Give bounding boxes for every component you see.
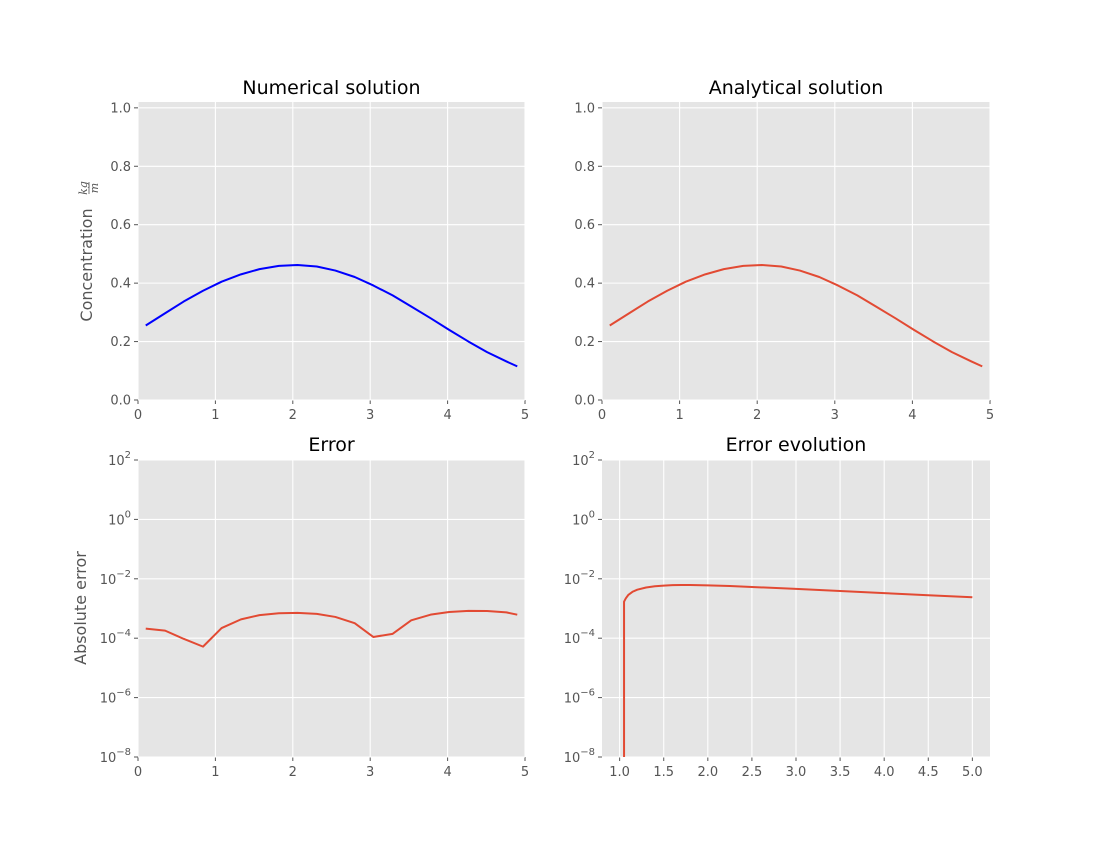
y-tick-label-base: 10 — [572, 454, 589, 469]
x-tick-label: 3 — [366, 408, 374, 423]
y-tick-label: 0.6 — [574, 218, 595, 233]
y-tick-label-base: 10 — [572, 513, 589, 528]
series-line — [623, 583, 973, 757]
y-tick-label: 102 — [108, 450, 131, 469]
y-tick-label-exponent: −4 — [580, 628, 595, 639]
y-tick-label-exponent: −8 — [116, 747, 131, 758]
series-line — [145, 264, 518, 368]
y-tick-label-exponent: −8 — [580, 747, 595, 758]
y-tick-label-base: 10 — [564, 751, 581, 766]
y-tick-label: 0.2 — [574, 335, 595, 350]
y-tick-label-base: 10 — [108, 513, 125, 528]
plot-area — [138, 460, 525, 757]
y-tick-label: 1.0 — [574, 101, 595, 116]
y-tick-label: 10−2 — [564, 569, 595, 588]
x-tick-label: 5 — [521, 408, 529, 423]
x-tick-label: 1.5 — [653, 765, 674, 780]
x-tick-label: 2 — [289, 408, 297, 423]
x-tick-label: 1 — [675, 408, 683, 423]
x-tick-label: 0 — [134, 408, 142, 423]
y-tick-label: 100 — [108, 509, 131, 528]
x-tick-label: 5.0 — [962, 765, 983, 780]
y-tick-label-exponent: −4 — [116, 628, 131, 639]
y-axis-unit-numerator: kg — [77, 181, 90, 195]
y-tick-label: 10−2 — [100, 569, 131, 588]
x-tick-label: 0 — [598, 408, 606, 423]
panel-numerical-solution: Numerical solution Concentration kg m 0 1… — [77, 77, 529, 423]
y-tick-label: 0.2 — [110, 335, 131, 350]
y-tick-label: 0.6 — [110, 218, 131, 233]
y-tick-label: 10−4 — [100, 628, 131, 647]
x-tick-label: 1.0 — [609, 765, 630, 780]
x-tick-label: 1 — [211, 765, 219, 780]
x-tick-label: 4 — [908, 408, 916, 423]
y-tick-label-exponent: −2 — [580, 569, 595, 580]
y-tick-label: 0.0 — [574, 394, 595, 409]
y-axis-unit: kg m — [77, 181, 101, 195]
y-tick-label: 10−4 — [564, 628, 595, 647]
x-tick-label: 3.0 — [786, 765, 807, 780]
panel-error-evolution: Error evolution 1.0 1.5 2.0 2.5 3.0 3.5 4.0 4.5… — [564, 434, 990, 780]
y-axis-label: Concentration — [77, 208, 96, 321]
panel-title: Numerical solution — [242, 77, 420, 99]
y-tick-label: 100 — [572, 509, 595, 528]
y-tick-label-base: 10 — [100, 751, 117, 766]
y-tick-label: 10−8 — [100, 747, 131, 766]
x-tick-label: 0 — [134, 765, 142, 780]
y-tick-label-exponent: 2 — [589, 450, 595, 461]
y-tick-label-exponent: 0 — [589, 509, 595, 520]
x-tick-label: 4.5 — [918, 765, 939, 780]
x-tick-label: 2 — [289, 765, 297, 780]
panel-error: Error Absolute error 0 1 2 3 4 510−810−610−41… — [71, 434, 529, 780]
series-line — [609, 264, 983, 368]
panel-title: Analytical solution — [709, 77, 884, 99]
panel-title: Error evolution — [726, 434, 867, 456]
series-line — [145, 609, 518, 648]
y-tick-label: 102 — [572, 450, 595, 469]
x-tick-label: 2.5 — [742, 765, 763, 780]
x-tick-label: 5 — [986, 408, 994, 423]
x-tick-label: 3 — [831, 408, 839, 423]
x-tick-label: 2.0 — [697, 765, 718, 780]
y-tick-label-base: 10 — [564, 692, 581, 707]
y-tick-label-exponent: −2 — [116, 569, 131, 580]
plot-area — [138, 102, 525, 400]
x-tick-label: 3 — [366, 765, 374, 780]
x-tick-label: 5 — [521, 765, 529, 780]
y-tick-label: 0.8 — [574, 160, 595, 175]
x-tick-label: 3.5 — [830, 765, 851, 780]
y-tick-label-exponent: −6 — [580, 688, 595, 699]
y-tick-label-base: 10 — [100, 692, 117, 707]
panel-title: Error — [308, 434, 355, 456]
x-tick-label: 1 — [211, 408, 219, 423]
y-tick-label-exponent: 0 — [125, 509, 131, 520]
y-tick-label: 10−6 — [100, 688, 131, 707]
y-tick-label: 0.0 — [110, 394, 131, 409]
x-tick-label: 4 — [443, 765, 451, 780]
y-tick-label-base: 10 — [100, 632, 117, 647]
plot-area — [602, 102, 990, 400]
y-tick-label-exponent: −6 — [116, 688, 131, 699]
x-tick-label: 4 — [443, 408, 451, 423]
x-tick-label: 4.0 — [874, 765, 895, 780]
y-axis-unit-denominator: m — [88, 183, 101, 193]
y-tick-label: 1.0 — [110, 101, 131, 116]
y-tick-label: 10−6 — [564, 688, 595, 707]
y-tick-label-base: 10 — [564, 573, 581, 588]
y-tick-label: 0.4 — [574, 277, 595, 292]
y-tick-label: 0.8 — [110, 160, 131, 175]
y-axis-label: Absolute error — [71, 551, 90, 665]
y-tick-label: 0.4 — [110, 277, 131, 292]
y-tick-label-exponent: 2 — [125, 450, 131, 461]
x-tick-label: 2 — [753, 408, 761, 423]
y-tick-label: 10−8 — [564, 747, 595, 766]
y-tick-label-base: 10 — [108, 454, 125, 469]
y-tick-label-base: 10 — [564, 632, 581, 647]
panel-analytical-solution: Analytical solution 0 1 2 3 4 5 0.0 0.2 0.4 0.6 0.… — [574, 77, 994, 423]
y-tick-label-base: 10 — [100, 573, 117, 588]
